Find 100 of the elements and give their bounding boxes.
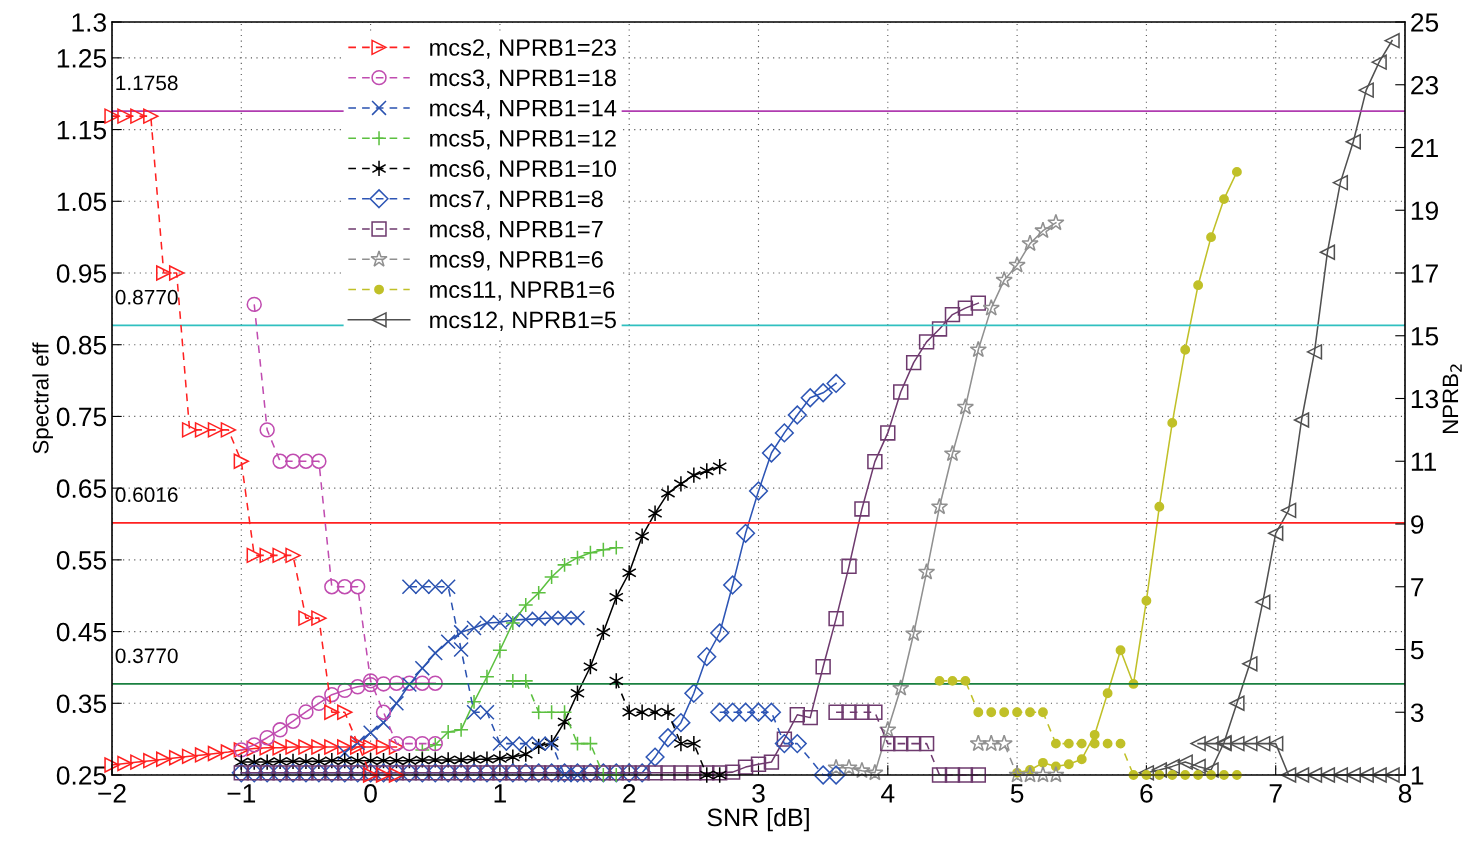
point bbox=[375, 714, 392, 731]
point bbox=[969, 340, 988, 358]
point bbox=[724, 764, 741, 780]
point bbox=[1063, 759, 1074, 770]
point bbox=[298, 610, 314, 626]
point bbox=[220, 422, 237, 438]
point bbox=[362, 724, 379, 741]
point bbox=[324, 686, 340, 703]
point bbox=[207, 422, 224, 438]
point bbox=[582, 544, 599, 561]
point bbox=[986, 707, 997, 718]
point bbox=[362, 676, 379, 693]
point bbox=[1190, 735, 1206, 752]
point bbox=[1219, 194, 1229, 205]
point bbox=[748, 481, 769, 501]
point bbox=[1008, 256, 1026, 273]
point bbox=[337, 579, 353, 595]
point bbox=[918, 735, 935, 752]
point bbox=[931, 767, 948, 783]
point bbox=[1008, 765, 1026, 783]
point bbox=[723, 575, 743, 595]
point bbox=[1193, 280, 1204, 291]
point bbox=[272, 453, 288, 469]
y-tick-label: 1.3 bbox=[72, 13, 106, 32]
point bbox=[956, 398, 975, 415]
y2-tick-label: 9 bbox=[1411, 515, 1424, 534]
point bbox=[660, 484, 676, 502]
point bbox=[1141, 595, 1152, 606]
y2-axis-title: NPRB$_{2}$ bbox=[1442, 364, 1462, 434]
point bbox=[1306, 344, 1323, 360]
point bbox=[259, 547, 275, 564]
point bbox=[362, 739, 379, 755]
point bbox=[311, 610, 327, 626]
point bbox=[272, 722, 288, 738]
point bbox=[272, 740, 288, 756]
ref-line-label: 0.8770 bbox=[115, 289, 178, 305]
point bbox=[647, 504, 663, 522]
x-tick-label: 5 bbox=[1010, 784, 1024, 803]
point bbox=[995, 734, 1013, 752]
point bbox=[349, 679, 366, 695]
point bbox=[1089, 729, 1100, 740]
point bbox=[1138, 765, 1155, 781]
point bbox=[957, 300, 974, 316]
point bbox=[259, 729, 275, 746]
point bbox=[168, 265, 185, 281]
point bbox=[671, 713, 691, 733]
point bbox=[1063, 738, 1074, 749]
x-tick-label: 1 bbox=[494, 784, 506, 803]
point bbox=[684, 683, 704, 703]
point bbox=[168, 750, 185, 766]
point bbox=[813, 765, 833, 785]
point bbox=[207, 745, 224, 762]
y2-tick-label: 15 bbox=[1411, 327, 1439, 346]
point bbox=[918, 334, 935, 350]
point bbox=[735, 523, 756, 543]
point bbox=[337, 704, 353, 720]
point bbox=[1167, 417, 1178, 428]
point bbox=[285, 547, 301, 564]
point bbox=[854, 704, 870, 720]
point bbox=[1115, 738, 1126, 749]
point bbox=[995, 271, 1013, 288]
point bbox=[337, 682, 353, 699]
point bbox=[1203, 762, 1219, 778]
point bbox=[1280, 767, 1297, 783]
legend-label: mcs4, NPRB1=14 bbox=[430, 99, 617, 120]
point bbox=[388, 735, 405, 752]
point bbox=[117, 755, 133, 772]
point bbox=[710, 702, 730, 722]
point bbox=[1034, 221, 1052, 239]
point bbox=[1151, 762, 1168, 778]
point bbox=[466, 694, 482, 710]
point bbox=[233, 453, 250, 469]
point bbox=[401, 735, 418, 752]
point bbox=[735, 702, 756, 722]
point bbox=[1255, 594, 1271, 610]
point bbox=[802, 709, 818, 726]
point bbox=[1229, 735, 1245, 752]
point bbox=[866, 763, 884, 781]
point bbox=[246, 296, 262, 313]
point bbox=[492, 642, 508, 658]
x-tick-label: −2 bbox=[98, 784, 126, 803]
point bbox=[1025, 707, 1035, 718]
point bbox=[1021, 234, 1039, 252]
point bbox=[505, 673, 521, 689]
point bbox=[1206, 232, 1216, 243]
y2-tick-label: 21 bbox=[1411, 138, 1438, 158]
x-tick-label: −1 bbox=[227, 784, 256, 803]
point bbox=[800, 388, 820, 408]
point bbox=[699, 462, 715, 480]
point bbox=[761, 702, 782, 722]
point bbox=[156, 751, 172, 767]
point bbox=[787, 405, 807, 425]
point bbox=[1384, 32, 1400, 49]
x-tick-label: 4 bbox=[881, 784, 895, 803]
point bbox=[982, 734, 1000, 752]
point bbox=[414, 735, 431, 752]
y-tick-label: 0.35 bbox=[56, 694, 107, 714]
point bbox=[349, 579, 366, 595]
point bbox=[427, 751, 443, 769]
point bbox=[505, 748, 521, 766]
